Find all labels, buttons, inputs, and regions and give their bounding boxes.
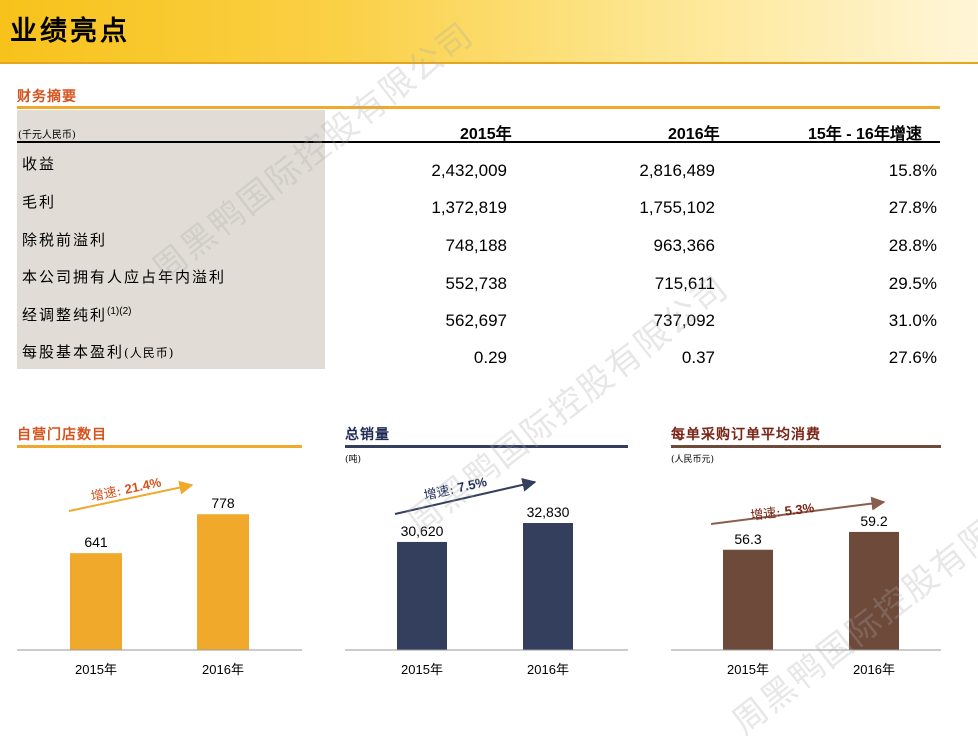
cell-revenue-2015: 2,432,009 (431, 161, 507, 180)
row-label-gross-profit: 毛利 (22, 193, 57, 211)
cell-profit-attributable-growth: 29.5% (888, 274, 937, 293)
table-header-rule (17, 141, 940, 143)
cell-profit-before-tax-growth: 28.8% (888, 236, 937, 255)
bar (70, 553, 122, 650)
growth-arrow (68, 480, 194, 512)
growth-prefix: 增速: (750, 505, 786, 524)
avg-spend-chart-unit: (人民币元) (671, 455, 715, 465)
avg-spend-bar-chart: 56.3 2015年 59.2 2016年 增速: 5.3% (671, 496, 941, 677)
growth-arrow (710, 496, 886, 525)
avg-spend-chart-title: 每单采购订单平均消费 (671, 427, 821, 443)
category-label: 2016年 (202, 662, 244, 677)
cell-gross-profit-2016: 1,755,102 (639, 198, 715, 217)
category-label: 2016年 (853, 662, 895, 677)
growth-prefix: 增速: (90, 483, 127, 505)
growth-label: 增速: 5.3% (749, 500, 815, 524)
bar-value-label: 778 (211, 495, 235, 511)
row-label-profit-before-tax: 除税前溢利 (22, 231, 108, 249)
cell-profit-before-tax-2016: 963,366 (653, 236, 715, 255)
header-banner (0, 0, 978, 62)
bar-value-label: 641 (84, 534, 108, 550)
financial-summary-rule (17, 106, 940, 109)
cell-eps-2016: 0.37 (681, 348, 715, 367)
cell-revenue-2016: 2,816,489 (639, 161, 715, 180)
stores-bar-chart: 641 2015年 778 2016年 增速: 21.4% (17, 474, 302, 677)
bar (197, 514, 249, 650)
cell-gross-profit-2015: 1,372,819 (431, 198, 507, 217)
cell-adjusted-net-profit-growth: 31.0% (888, 311, 937, 330)
row-label-adjusted-net-profit: 经调整纯利(1)(2) (22, 304, 131, 325)
cell-adjusted-net-profit-2016: 737,092 (653, 311, 715, 330)
row-label-adjusted-net-profit-text: 经调整纯利 (22, 306, 108, 324)
cell-profit-attributable-2015: 552,738 (445, 274, 507, 293)
volume-chart-rule (345, 445, 628, 448)
category-label: 2015年 (401, 662, 443, 677)
growth-value: 21.4% (123, 474, 163, 496)
category-label: 2015年 (727, 662, 769, 677)
cell-profit-attributable-2016: 715,611 (654, 274, 715, 293)
growth-label: 增速: 21.4% (90, 474, 164, 504)
column-header-growth: 15年 - 16年增速 (808, 126, 922, 143)
growth-value: 7.5% (456, 474, 489, 495)
bar (723, 549, 773, 650)
table-label-column (17, 110, 325, 369)
stores-chart-rule (17, 445, 302, 448)
cell-eps-growth: 27.6% (888, 348, 937, 367)
cell-adjusted-net-profit-2015: 562,697 (445, 311, 507, 330)
bar (849, 531, 899, 650)
table-unit-label: (千元人民币) (18, 130, 76, 141)
growth-value: 5.3% (784, 500, 816, 519)
cell-revenue-growth: 15.8% (888, 161, 937, 180)
header-divider (0, 62, 978, 64)
bar-value-label: 30,620 (401, 523, 444, 539)
category-label: 2016年 (527, 662, 569, 677)
row-label-profit-attributable: 本公司拥有人应占年内溢利 (22, 268, 227, 286)
volume-chart-unit: (吨) (345, 455, 362, 465)
category-label: 2015年 (75, 662, 117, 677)
financial-summary-title: 财务摘要 (17, 89, 77, 105)
bar (523, 523, 573, 650)
cell-eps-2015: 0.29 (473, 348, 507, 367)
bar-value-label: 56.3 (734, 531, 761, 547)
volume-chart-title: 总销量 (345, 427, 390, 443)
cell-profit-before-tax-2015: 748,188 (445, 236, 507, 255)
row-label-eps-text: 每股基本盈利 (22, 343, 125, 361)
bar-value-label: 32,830 (527, 504, 570, 520)
page-title: 业绩亮点 (10, 16, 130, 47)
row-label-revenue: 收益 (22, 155, 57, 173)
row-label-eps-unit: (人民币) (124, 346, 175, 360)
bar (397, 541, 447, 650)
column-header-2015: 2015年 (460, 126, 512, 143)
row-label-eps: 每股基本盈利(人民币) (22, 341, 174, 362)
growth-arrow (394, 477, 537, 515)
bar-value-label: 59.2 (860, 513, 887, 529)
cell-gross-profit-growth: 27.8% (888, 198, 937, 217)
avg-spend-chart-rule (671, 445, 941, 448)
stores-chart-title: 自营门店数目 (17, 427, 107, 443)
footnote-marker: (1)(2) (107, 306, 132, 317)
column-header-2016: 2016年 (668, 126, 720, 143)
